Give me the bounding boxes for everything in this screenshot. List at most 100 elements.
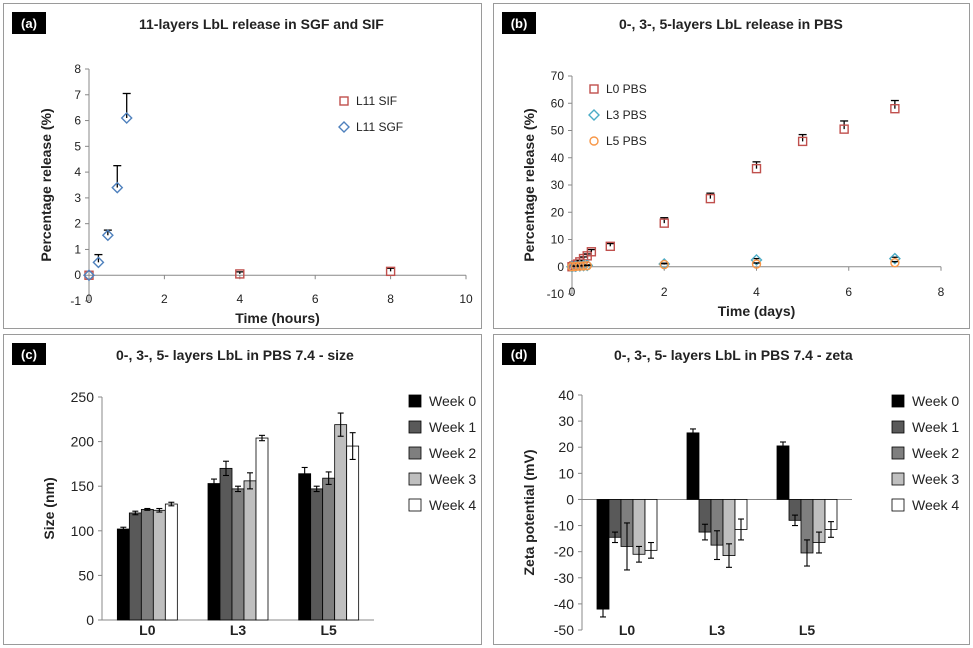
y-axis-label: Percentage release (%): [521, 108, 537, 261]
data-point: [839, 124, 849, 134]
y-tick-label: 0: [86, 612, 94, 628]
data-point: [890, 103, 900, 114]
bar: [231, 488, 245, 621]
legend-entry: Week 2: [429, 445, 476, 461]
chart-d-svg: -50 -40 -30 -20 -10 0 10 20 30 40 Zeta potential (…: [521, 387, 959, 638]
chart-title: 0-, 3-, 5-layers LbL release in PBS: [619, 16, 843, 32]
legend-marker: [338, 121, 350, 133]
panel-a-release-sgf-sif: -1 0 1 2 3 4 5 6 7 8 0 2 4 6 8 10 Time (hours) Percentage…: [3, 3, 482, 329]
data-point: [797, 136, 808, 147]
data-point: [659, 218, 669, 228]
y-tick-label: 8: [74, 62, 81, 76]
y-tick-label: 5: [74, 139, 81, 153]
x-tick-label: 4: [753, 285, 760, 299]
x-tick-label: 2: [161, 292, 168, 306]
legend-entry: L11 SGF: [356, 120, 403, 134]
data-point: [235, 269, 245, 279]
data-point: [751, 163, 762, 174]
legend-entry: L0 PBS: [606, 82, 647, 96]
legend-entry: Week 1: [912, 419, 959, 435]
panel-c-size: 0 50 100 150 200 250 Size (nm) L0 L3 L5 Week 0 Week…: [3, 334, 482, 645]
bar: [116, 528, 130, 621]
bar: [152, 509, 166, 621]
chart-title: 11-layers LbL release in SGF and SIF: [139, 16, 384, 32]
y-tick-label: 0: [74, 268, 81, 282]
bar: [298, 473, 312, 621]
y-tick-label: -20: [554, 544, 574, 560]
legend-swatch: [891, 420, 905, 434]
legend-swatch: [891, 394, 905, 408]
y-axis-label: Percentage release (%): [38, 108, 54, 261]
legend-entry: Week 0: [429, 393, 476, 409]
x-tick-label: 8: [387, 292, 394, 306]
legend-marker: [589, 136, 599, 146]
y-tick-label: 250: [71, 389, 95, 405]
legend-swatch: [408, 498, 422, 512]
data-point: [582, 260, 592, 271]
y-tick-label: 10: [551, 233, 565, 247]
chart-a-svg: -1 0 1 2 3 4 5 6 7 8 0 2 4 6 8 10 Time (hours) Percentage…: [38, 62, 473, 326]
data-point: [750, 253, 763, 266]
x-tick-label: 6: [845, 285, 852, 299]
data-point: [751, 259, 762, 269]
legend-entry: L3 PBS: [606, 108, 647, 122]
data-point: [84, 270, 94, 280]
bar: [243, 480, 257, 621]
y-tick-label: 20: [551, 205, 565, 219]
legend-marker: [588, 109, 600, 121]
y-tick-label: 20: [558, 439, 574, 455]
data-point: [120, 111, 133, 124]
chart-b-svg: -10 0 10 20 30 40 50 60 70 0 2 4 6 8 Time (days) Percen…: [521, 69, 945, 319]
y-tick-label: -1: [70, 294, 81, 308]
legend-entry: Week 4: [429, 497, 476, 513]
legend-swatch: [408, 472, 422, 486]
category-label: L5: [320, 622, 337, 638]
bar: [686, 432, 700, 500]
x-tick-label: 0: [86, 292, 93, 306]
y-tick-label: 30: [551, 178, 565, 192]
y-tick-label: 1: [74, 242, 81, 256]
data-point: [586, 247, 597, 257]
data-point: [385, 266, 396, 277]
chart-title: 0-, 3-, 5- layers LbL in PBS 7.4 - zeta: [614, 347, 853, 363]
legend-entry: Week 1: [429, 419, 476, 435]
bar: [255, 437, 269, 621]
category-label: L0: [619, 622, 636, 638]
y-tick-label: 10: [558, 465, 574, 481]
bar: [596, 499, 610, 610]
bar: [164, 503, 178, 621]
data-point: [83, 269, 95, 282]
y-tick-label: 4: [74, 165, 81, 179]
legend-swatch: [408, 420, 422, 434]
y-tick-label: 50: [551, 124, 565, 138]
y-tick-label: 60: [551, 96, 565, 110]
legend-marker: [339, 96, 349, 106]
category-label: L3: [709, 622, 726, 638]
legend-swatch: [408, 394, 422, 408]
y-tick-label: 70: [551, 69, 565, 83]
data-point: [659, 259, 669, 270]
bar: [346, 445, 360, 621]
y-tick-label: -50: [554, 622, 574, 638]
y-tick-label: 0: [557, 260, 564, 274]
legend-entry: Week 4: [912, 497, 959, 513]
x-axis-label: Time (hours): [235, 310, 320, 326]
category-label: L5: [799, 622, 816, 638]
legend-entry: L5 PBS: [606, 134, 647, 148]
legend-marker: [589, 84, 599, 94]
x-tick-label: 4: [236, 292, 243, 306]
panel-label: (d): [502, 343, 536, 365]
legend-entry: L11 SIF: [356, 94, 397, 108]
y-axis-label: Zeta potential (mV): [521, 449, 537, 575]
y-tick-label: 3: [74, 191, 81, 205]
data-point: [890, 257, 900, 268]
data-point: [605, 241, 615, 252]
y-tick-label: 40: [551, 151, 565, 165]
bar: [140, 508, 154, 621]
panel-label: (c): [12, 343, 46, 365]
panel-d-zeta: -50 -40 -30 -20 -10 0 10 20 30 40 Zeta potential (…: [493, 334, 970, 645]
y-tick-label: 200: [71, 434, 95, 450]
legend-swatch: [408, 446, 422, 460]
chart-title: 0-, 3-, 5- layers LbL in PBS 7.4 - size: [116, 347, 354, 363]
